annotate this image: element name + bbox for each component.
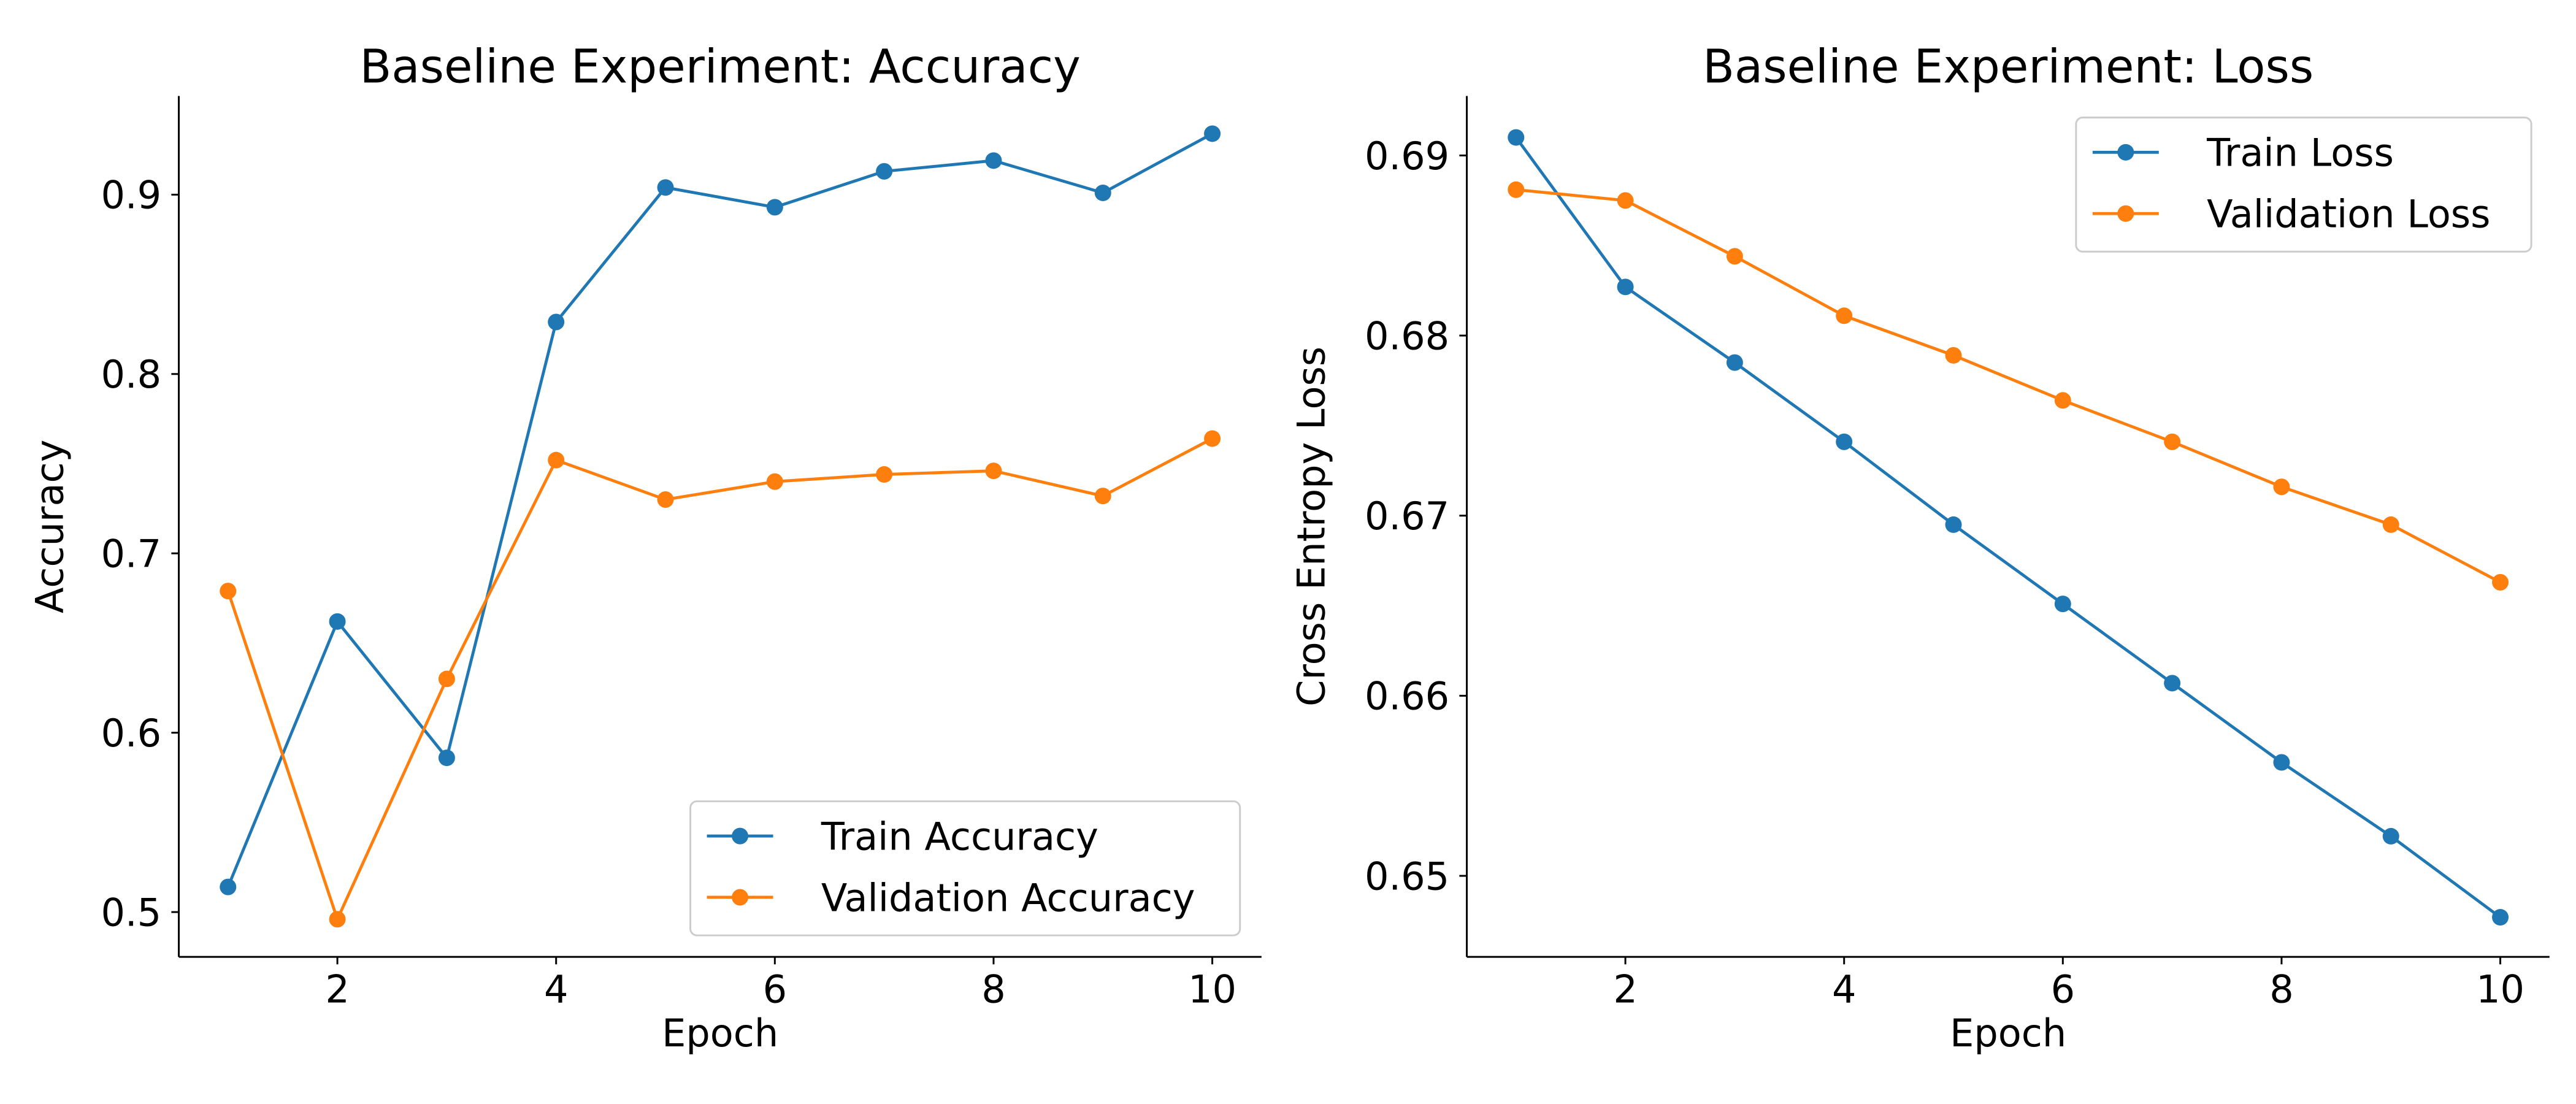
data-point: [438, 749, 455, 767]
data-point: [1204, 430, 1221, 447]
y-tick-label: 0.5: [101, 890, 161, 935]
y-tick-label: 0.69: [1365, 134, 1449, 178]
y-tick-label: 0.9: [101, 173, 161, 218]
x-tick-label: 4: [1832, 967, 1857, 1011]
data-point: [1204, 125, 1221, 142]
data-point: [1617, 278, 1634, 296]
chart-title: Baseline Experiment: Loss: [1703, 39, 2313, 93]
data-point: [329, 613, 346, 630]
series-line: [1516, 188, 2501, 584]
data-point: [548, 313, 565, 331]
data-point: [1508, 129, 1525, 146]
data-point: [1726, 354, 1743, 371]
data-point: [985, 152, 1002, 169]
legend-label: Validation Accuracy: [821, 875, 1195, 920]
x-axis-label: Epoch: [1950, 1011, 2066, 1056]
series-validation: [1508, 181, 2509, 591]
x-tick-label: 2: [325, 967, 350, 1011]
data-point: [438, 670, 455, 688]
legend-label: Train Accuracy: [821, 814, 1098, 859]
data-point: [329, 911, 346, 928]
x-tick-label: 8: [981, 967, 1006, 1011]
series-line: [226, 437, 1213, 921]
x-tick-label: 10: [1188, 967, 1236, 1011]
x-axis-label: Epoch: [662, 1011, 778, 1056]
data-point: [2273, 754, 2290, 771]
legend: Train Accuracy Validation Accuracy: [689, 800, 1241, 937]
y-tick-label: 0.7: [101, 532, 161, 577]
legend-label: Train Loss: [2206, 131, 2394, 175]
x-tick-label: 10: [2476, 967, 2524, 1011]
data-point: [876, 163, 893, 180]
data-point: [220, 583, 237, 600]
y-tick-label: 0.65: [1365, 854, 1449, 899]
legend-label: Validation Loss: [2207, 192, 2490, 237]
data-point: [876, 466, 893, 483]
data-point: [2273, 478, 2290, 496]
data-point: [2492, 909, 2509, 926]
data-point: [1945, 516, 1962, 533]
chart-title: Baseline Experiment: Accuracy: [359, 39, 1080, 93]
y-axis-label: Cross Entropy Loss: [1289, 347, 1333, 707]
legend: Train Loss Validation Loss: [2075, 117, 2532, 253]
data-point: [1508, 181, 1525, 198]
y-tick-label: 0.67: [1365, 494, 1449, 539]
data-point: [1945, 347, 1962, 364]
data-point: [548, 451, 565, 469]
series-validation: [220, 430, 1221, 928]
chart-panel-2: Baseline Experiment: Loss 2 4 6 8 10 0.65 0.66 0…: [1289, 39, 2550, 1056]
series-line: [226, 132, 1213, 888]
series-train: [1508, 129, 2509, 926]
data-point: [985, 462, 1002, 480]
x-tick-label: 8: [2269, 967, 2294, 1011]
data-point: [2382, 827, 2399, 845]
data-point: [657, 179, 674, 196]
y-tick-label: 0.8: [101, 352, 161, 397]
data-point: [766, 199, 783, 216]
data-point: [1094, 184, 1111, 201]
data-point: [2492, 573, 2509, 591]
x-tick-label: 2: [1613, 967, 1638, 1011]
legend-swatch-marker: [2117, 205, 2134, 222]
x-tick-label: 6: [2051, 967, 2076, 1011]
data-point: [1617, 192, 1634, 209]
data-point: [1836, 433, 1853, 450]
y-tick-label: 0.6: [101, 711, 161, 756]
x-tick-label: 6: [763, 967, 788, 1011]
data-point: [2382, 516, 2399, 533]
data-point: [220, 878, 237, 895]
series-line: [1514, 136, 2502, 919]
data-point: [2054, 596, 2071, 613]
data-point: [1094, 488, 1111, 505]
y-tick-label: 0.66: [1365, 674, 1449, 719]
legend-swatch-marker: [2117, 144, 2134, 161]
x-tick-label: 4: [544, 967, 569, 1011]
legend-swatch-marker: [732, 827, 749, 845]
data-point: [1836, 307, 1853, 324]
data-point: [2164, 675, 2181, 692]
legend-frame: [2075, 117, 2532, 253]
y-axis-label: Accuracy: [28, 440, 72, 613]
series-train: [220, 125, 1221, 895]
legend-swatch-marker: [732, 889, 749, 906]
y-tick-label: 0.68: [1365, 313, 1449, 358]
data-point: [1726, 248, 1743, 265]
legend-frame: [689, 800, 1241, 937]
data-point: [2054, 392, 2071, 409]
data-point: [766, 473, 783, 490]
chart-panel-1: Baseline Experiment: Accuracy 2 4 6 8 10 0.5 0.…: [28, 39, 1262, 1056]
data-point: [657, 491, 674, 508]
data-point: [2164, 433, 2181, 450]
